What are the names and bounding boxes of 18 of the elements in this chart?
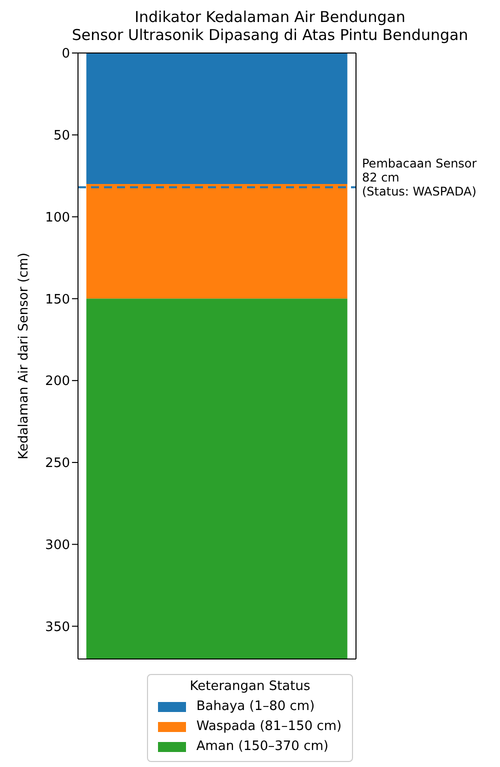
y-tick-label: 150 [45,292,70,308]
chart-title: Indikator Kedalaman Air Bendungan Sensor Ultrasonik Dipasang di Atas Pintu Bendungan [70,8,470,44]
bar [86,53,348,184]
y-tick-label: 50 [53,128,70,144]
ref-line-label: Pembacaan Sensor 82 cm (Status: WASPADA) [362,156,477,198]
legend-label: Aman (150–370 cm) [196,738,328,756]
y-tick-label: 100 [45,210,70,226]
bar [86,298,348,659]
bar [86,184,348,299]
y-tick-label: 300 [45,538,70,553]
legend-label: Waspada (81–150 cm) [196,718,342,736]
y-tick-label: 350 [45,620,70,635]
legend-label: Bahaya (1–80 cm) [196,698,315,716]
y-tick-label: 250 [45,456,70,472]
y-tick-label: 0 [62,46,70,62]
legend-title: Keterangan Status [188,679,312,694]
y-axis-title: Kedalaman Air dari Sensor (cm) [16,252,32,460]
y-tick-label: 200 [45,374,70,390]
